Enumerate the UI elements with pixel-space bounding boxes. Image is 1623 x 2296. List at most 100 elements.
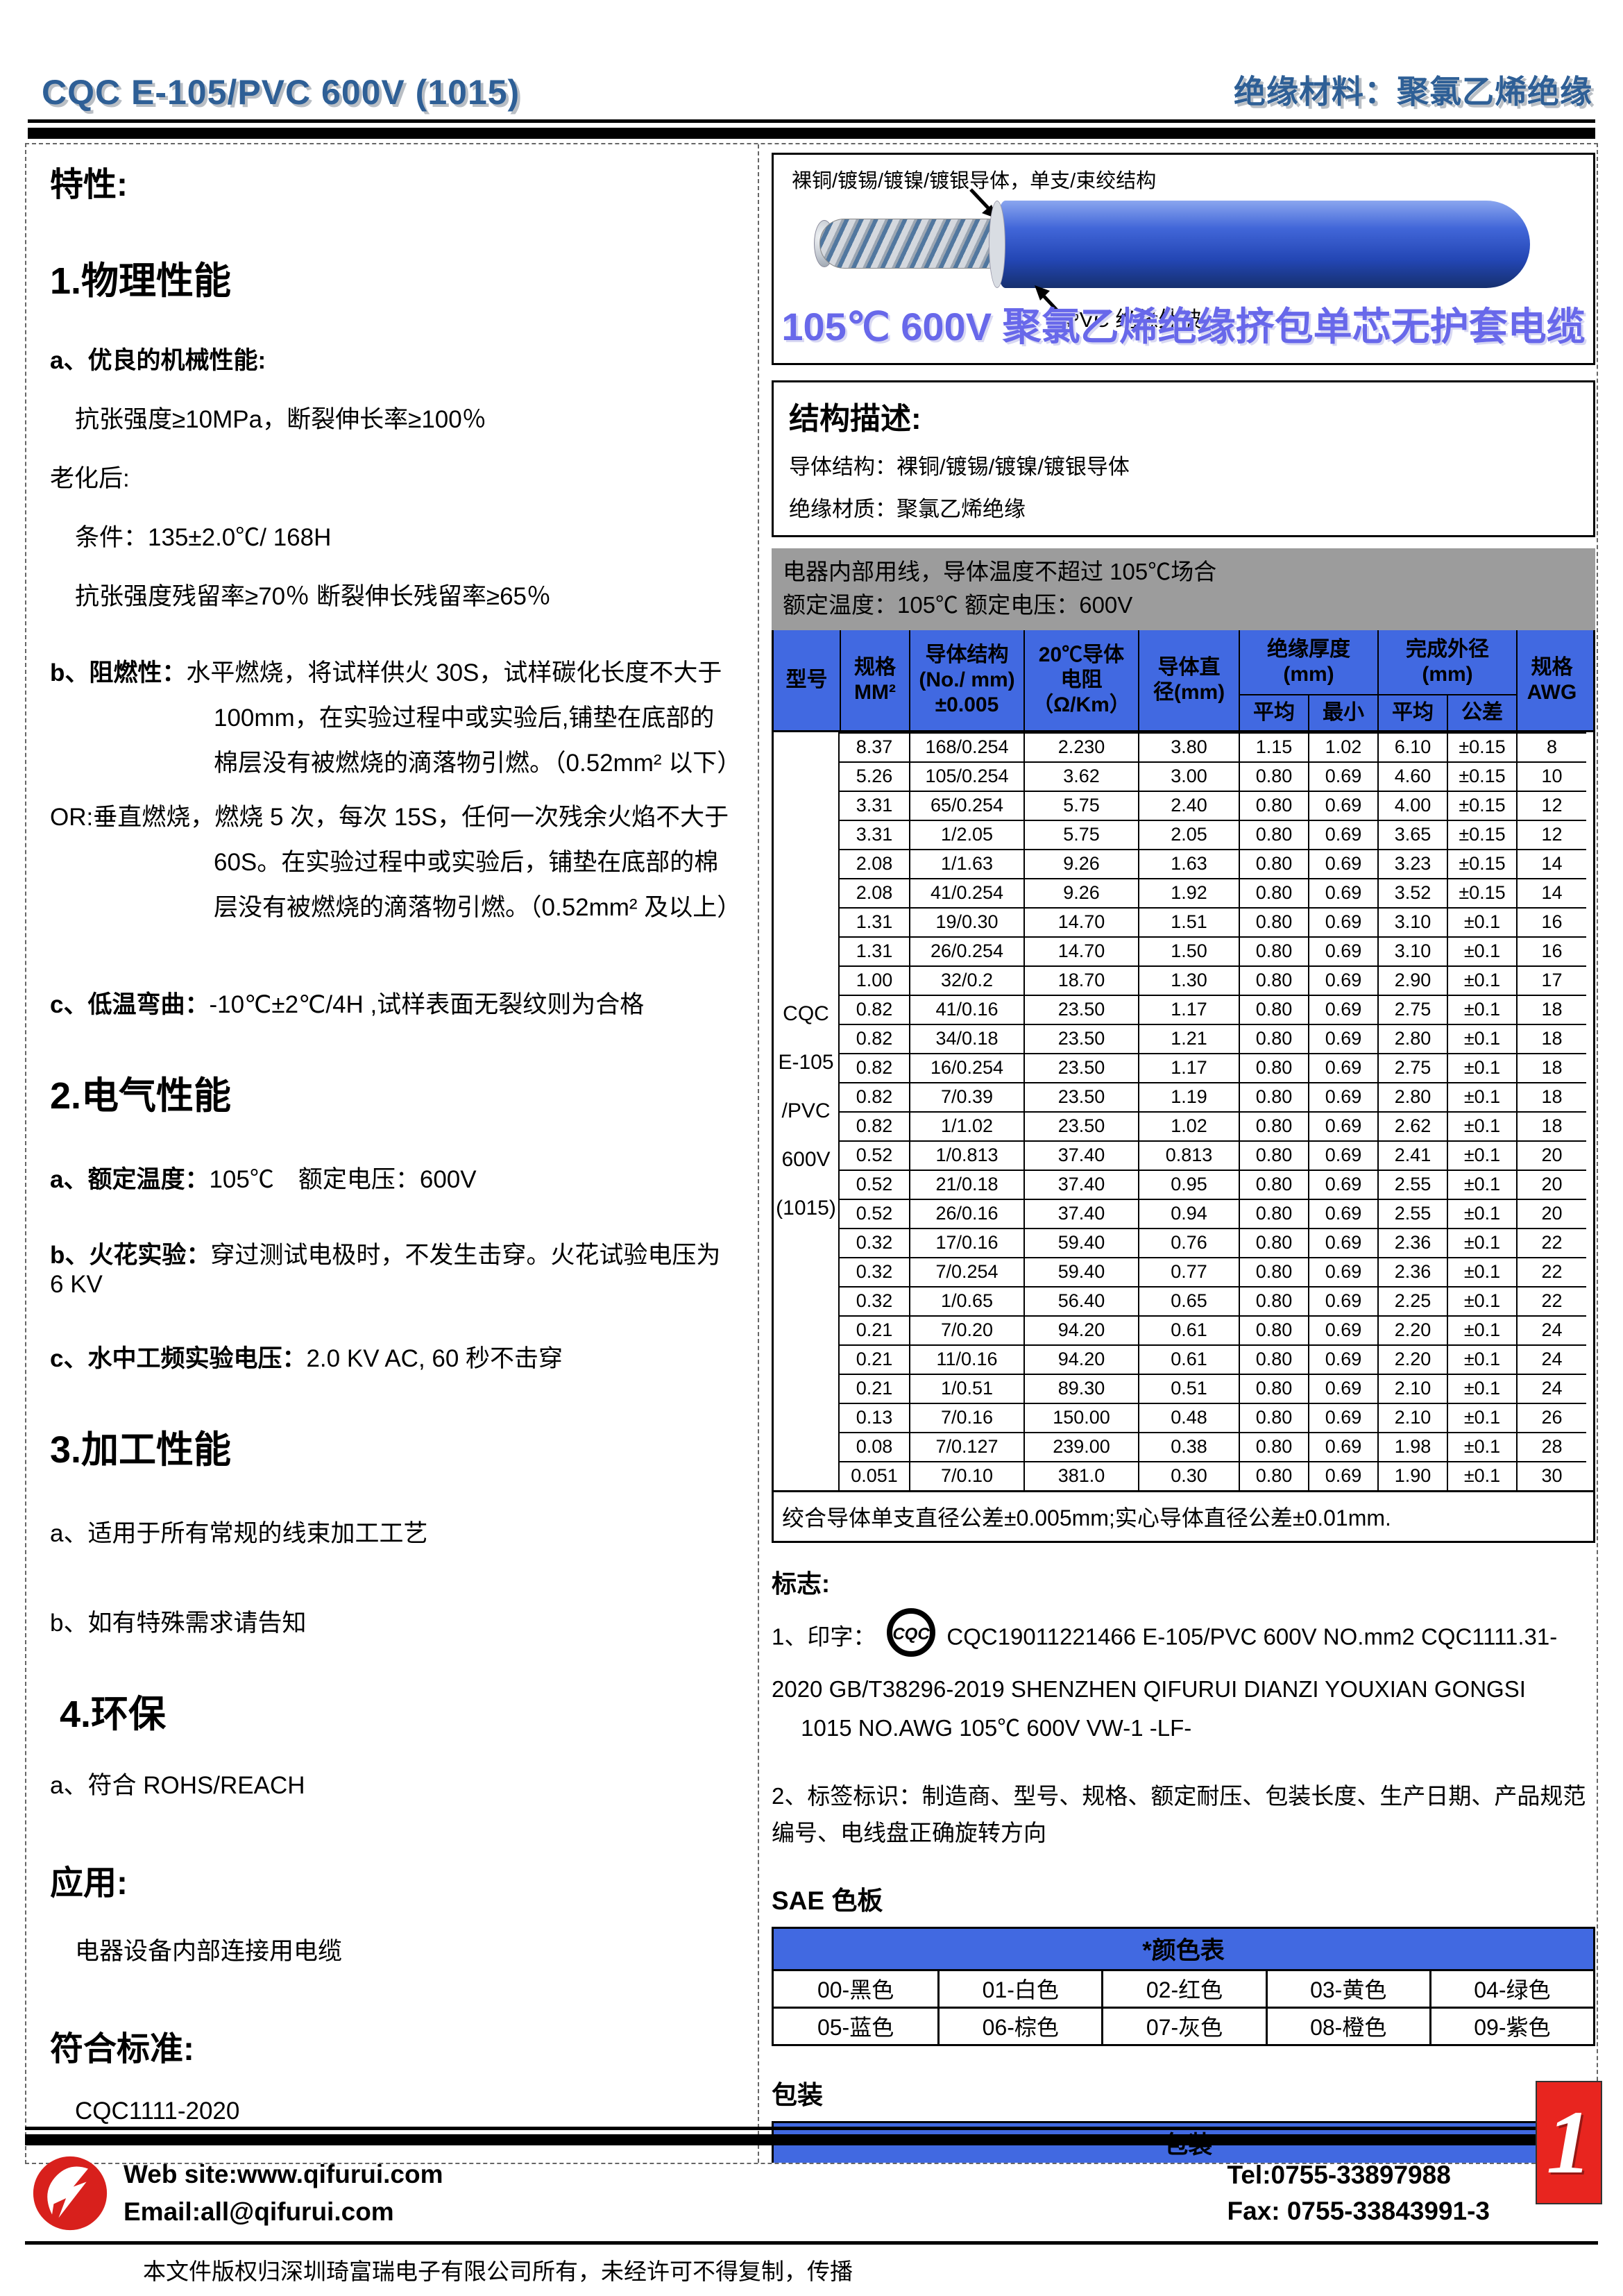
cell-resistance: 56.40 [1023,1285,1138,1315]
spec-row: 0.82 16/0.254 23.50 1.17 0.80 0.69 2.75 … [840,1052,1593,1082]
cell-ins-avg: 0.80 [1239,1373,1308,1403]
usage-line2: 额定温度：105℃ 额定电压：600V [783,591,1133,618]
electrical-heading: 2.电气性能 [50,1074,232,1117]
marking-item1-text: CQC19011221466 E-105/PVC 600V NO.mm2 CQC… [772,1623,1558,1741]
water-test: c、水中工频实验电压：2.0 KV AC, 60 秒不击穿 [50,1339,737,1374]
footer-fax: Fax: 0755-33843991-3 [1227,2197,1490,2225]
spec-row: 8.37 168/0.254 2.230 3.80 1.15 1.02 6.10… [840,732,1593,761]
cell-diameter: 1.17 [1138,1052,1239,1082]
flame-label: b、阻燃性： [50,659,187,686]
spec-row: 0.52 1/0.813 37.40 0.813 0.80 0.69 2.41 … [840,1140,1593,1170]
cell-size: 0.52 [840,1169,909,1199]
cell-size: 1.31 [840,936,909,965]
page-number-badge: 1 [1536,2081,1602,2204]
cell-structure: 26/0.254 [909,936,1023,965]
cell-diameter: 0.76 [1138,1227,1239,1257]
cell-od-avg: 3.10 [1377,936,1447,965]
cell-structure: 1/0.65 [909,1285,1023,1315]
cell-awg: 14 [1516,848,1586,878]
insulation-material-title: 绝缘材料：聚氯乙烯绝缘 [1234,74,1592,110]
spec-row: 0.051 7/0.10 381.0 0.30 0.80 0.69 1.90 ±… [840,1460,1593,1490]
cell-od-avg: 3.65 [1377,819,1447,849]
jacket-callout-label: PVC 绝缘外被 [1065,307,1202,332]
sae-heading: SAE 色板 [772,1886,883,1915]
cell-resistance: 5.75 [1023,790,1138,820]
cell-size: 0.52 [840,1140,909,1170]
cell-diameter: 1.19 [1138,1081,1239,1111]
spec-row: 1.31 26/0.254 14.70 1.50 0.80 0.69 3.10 … [840,936,1593,965]
cell-od-avg: 2.36 [1377,1256,1447,1286]
water-test-label: c、水中工频实验电压： [50,1344,307,1372]
model-line: /PVC [781,1099,831,1122]
cell-resistance: 23.50 [1023,1111,1138,1140]
cell-ins-min: 0.69 [1308,848,1377,878]
cell-structure: 1/0.813 [909,1140,1023,1170]
cell-structure: 32/0.2 [909,965,1023,995]
traits-heading: 特性: [50,167,128,203]
cell-od-avg: 2.20 [1377,1344,1447,1374]
cell-ins-min: 0.69 [1308,1373,1377,1403]
col-od-group: 完成外径 (mm) [1377,630,1516,694]
insulation-material-line: 绝缘材质：聚氯乙烯绝缘 [789,497,1026,521]
cell-resistance: 59.40 [1023,1256,1138,1286]
cell-diameter: 0.51 [1138,1373,1239,1403]
cell-od-avg: 2.80 [1377,1023,1447,1053]
cell-awg: 24 [1516,1315,1586,1344]
cell-size: 0.32 [840,1285,909,1315]
cell-ins-avg: 0.80 [1239,1315,1308,1344]
cell-structure: 21/0.18 [909,1169,1023,1199]
environment-heading: 4.环保 [60,1693,167,1735]
cell-diameter: 3.80 [1138,732,1239,761]
cell-size: 0.32 [840,1227,909,1257]
cell-ins-min: 0.69 [1308,1140,1377,1170]
footer-website[interactable]: Web site:www.qifurui.com [124,2160,443,2189]
cell-resistance: 5.75 [1023,819,1138,849]
cell-ins-min: 0.69 [1308,1315,1377,1344]
cell-ins-min: 0.69 [1308,1344,1377,1374]
cell-resistance: 3.62 [1023,761,1138,791]
cell-od-avg: 4.60 [1377,761,1447,791]
cell-size: 0.82 [840,1052,909,1082]
cell-ins-avg: 0.80 [1239,906,1308,936]
cell-size: 0.82 [840,1111,909,1140]
cell-structure: 17/0.16 [909,1227,1023,1257]
col-ins-avg: 平均 [1239,693,1308,730]
reference-heading: 参考标准: [50,2153,737,2163]
footer-email[interactable]: Email:all@qifurui.com [124,2197,394,2226]
marking-item1: 1、印字： CQC CQC19011221466 E-105/PVC 600V NO… [772,1607,1595,1748]
col-size: 规格 MM² [840,630,909,730]
color-cell: 03-黄色 [1265,1968,1429,2007]
model-line: E-105 [778,1050,834,1074]
cell-ins-min: 1.02 [1308,732,1377,761]
cell-od-tol: ±0.1 [1447,1169,1516,1199]
header-rule-thick [28,128,1595,139]
cell-ins-avg: 0.80 [1239,1081,1308,1111]
spec-row: 0.82 7/0.39 23.50 1.19 0.80 0.69 2.80 ±0… [840,1081,1593,1111]
environment-a: a、符合 ROHS/REACH [50,1771,305,1799]
cell-ins-min: 0.69 [1308,1256,1377,1286]
cell-od-avg: 2.25 [1377,1285,1447,1315]
page-number: 1 [1546,2093,1592,2193]
cable-product-title: 105℃ 600V 聚氯乙烯绝缘挤包单芯无护套电缆 [781,305,1586,348]
cell-ins-avg: 0.80 [1239,936,1308,965]
cell-od-tol: ±0.1 [1447,1227,1516,1257]
color-row: 05-蓝色 06-棕色 07-灰色 08-橙色 09-紫色 [774,2006,1593,2044]
structure-description-box: 结构描述: 导体结构：裸铜/镀锡/镀镍/镀银导体 绝缘材质：聚氯乙烯绝缘 [772,380,1595,537]
cable-jacket-face [989,201,1005,288]
cell-resistance: 94.20 [1023,1315,1138,1344]
cell-diameter: 2.05 [1138,819,1239,849]
cell-od-tol: ±0.1 [1447,1285,1516,1315]
cell-structure: 168/0.254 [909,732,1023,761]
marking-section: 标志: 1、印字： CQC CQC19011221466 E-105/PVC 600… [772,1564,1595,1852]
cell-od-avg: 2.10 [1377,1373,1447,1403]
cell-ins-min: 0.69 [1308,819,1377,849]
spec-row: 0.32 17/0.16 59.40 0.76 0.80 0.69 2.36 ±… [840,1227,1593,1257]
cell-awg: 22 [1516,1256,1586,1286]
mech-text: 抗张强度≥10MPa，断裂伸长率≥100％ [75,406,486,433]
spec-row: 0.21 11/0.16 94.20 0.61 0.80 0.69 2.20 ±… [840,1344,1593,1374]
cell-diameter: 0.48 [1138,1402,1239,1432]
cell-ins-min: 0.69 [1308,761,1377,791]
spark-test-text: 穿过测试电极时，不发生击穿。火花试验电压为 6 KV [50,1241,721,1298]
cell-structure: 1/0.51 [909,1373,1023,1403]
cell-ins-avg: 0.80 [1239,790,1308,820]
